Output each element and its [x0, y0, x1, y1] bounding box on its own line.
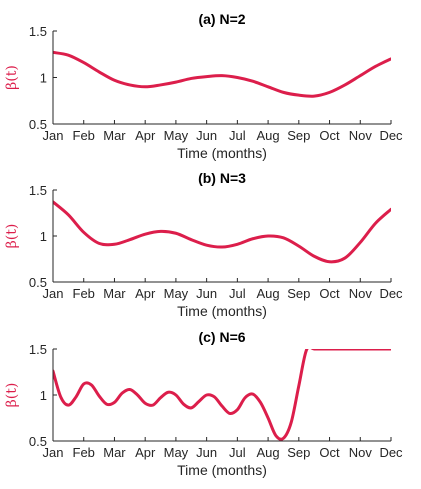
x-axis-label: Time (months)	[177, 462, 267, 478]
y-tick-label: 1	[40, 71, 47, 86]
y-tick-label: 0.5	[29, 434, 47, 449]
x-tick-label: Oct	[319, 286, 340, 301]
y-tick-label: 1.5	[29, 24, 47, 39]
y-axis-label: β(t)	[4, 224, 20, 249]
x-tick-label: Aug	[257, 445, 280, 460]
x-tick-label: Mar	[103, 445, 126, 460]
x-tick-label: Oct	[319, 445, 340, 460]
x-tick-label: Aug	[257, 128, 280, 143]
x-tick-label: Mar	[103, 128, 126, 143]
chart-title: (b) N=3	[198, 170, 246, 186]
y-tick-label: 0.5	[29, 117, 47, 132]
series-line	[53, 349, 391, 441]
x-tick-label: Mar	[103, 286, 126, 301]
x-tick-label: Jun	[196, 286, 217, 301]
x-tick-label: Jun	[196, 445, 217, 460]
x-tick-label: Nov	[349, 445, 373, 460]
x-axis-label: Time (months)	[177, 145, 267, 161]
x-tick-label: Dec	[379, 128, 403, 143]
x-tick-label: Dec	[379, 445, 403, 460]
y-axis-label: β(t)	[4, 383, 20, 408]
x-tick-label: May	[164, 286, 189, 301]
x-tick-label: Jan	[43, 286, 64, 301]
x-tick-label: Aug	[257, 286, 280, 301]
y-tick-label: 1.5	[29, 183, 47, 198]
y-tick-label: 1	[40, 229, 47, 244]
x-tick-label: Jul	[229, 128, 246, 143]
series-line	[53, 200, 391, 264]
x-tick-label: Jan	[43, 128, 64, 143]
y-tick-label: 0.5	[29, 275, 47, 290]
x-tick-label: Apr	[135, 445, 156, 460]
x-tick-label: Oct	[319, 128, 340, 143]
x-tick-label: May	[164, 445, 189, 460]
x-tick-label: Feb	[73, 445, 95, 460]
x-tick-label: Nov	[349, 286, 373, 301]
y-tick-label: 1	[40, 388, 47, 403]
x-tick-label: Jul	[229, 286, 246, 301]
x-axis-label: Time (months)	[177, 303, 267, 319]
chart-panel-2: (b) N=3 Jan Feb Mar Apr May Jun Jul Aug Sep Oct Nov…	[4, 170, 403, 319]
x-tick-label: Feb	[73, 286, 95, 301]
x-tick-label: Dec	[379, 286, 403, 301]
x-tick-label: Jun	[196, 128, 217, 143]
chart-title: (a) N=2	[198, 11, 245, 27]
chart-panel-1: (a) N=2 Jan Feb Mar Apr May Jun Jul Aug Sep Oct Nov…	[4, 11, 403, 161]
x-tick-label: Jan	[43, 445, 64, 460]
x-tick-label: Sep	[287, 445, 310, 460]
series-line	[53, 50, 391, 98]
x-tick-label: Nov	[349, 128, 373, 143]
x-tick-label: Sep	[287, 128, 310, 143]
x-tick-label: Apr	[135, 286, 156, 301]
x-tick-label: Sep	[287, 286, 310, 301]
x-tick-label: Jul	[229, 445, 246, 460]
y-axis-label: β(t)	[4, 65, 20, 90]
x-tick-label: Feb	[73, 128, 95, 143]
x-tick-label: May	[164, 128, 189, 143]
chart-title: (c) N=6	[198, 329, 245, 345]
y-tick-label: 1.5	[29, 342, 47, 357]
x-tick-label: Apr	[135, 128, 156, 143]
chart-panel-3: (c) N=6 Jan Feb Mar Apr May Jun Jul Aug Sep Oct Nov…	[4, 329, 403, 478]
